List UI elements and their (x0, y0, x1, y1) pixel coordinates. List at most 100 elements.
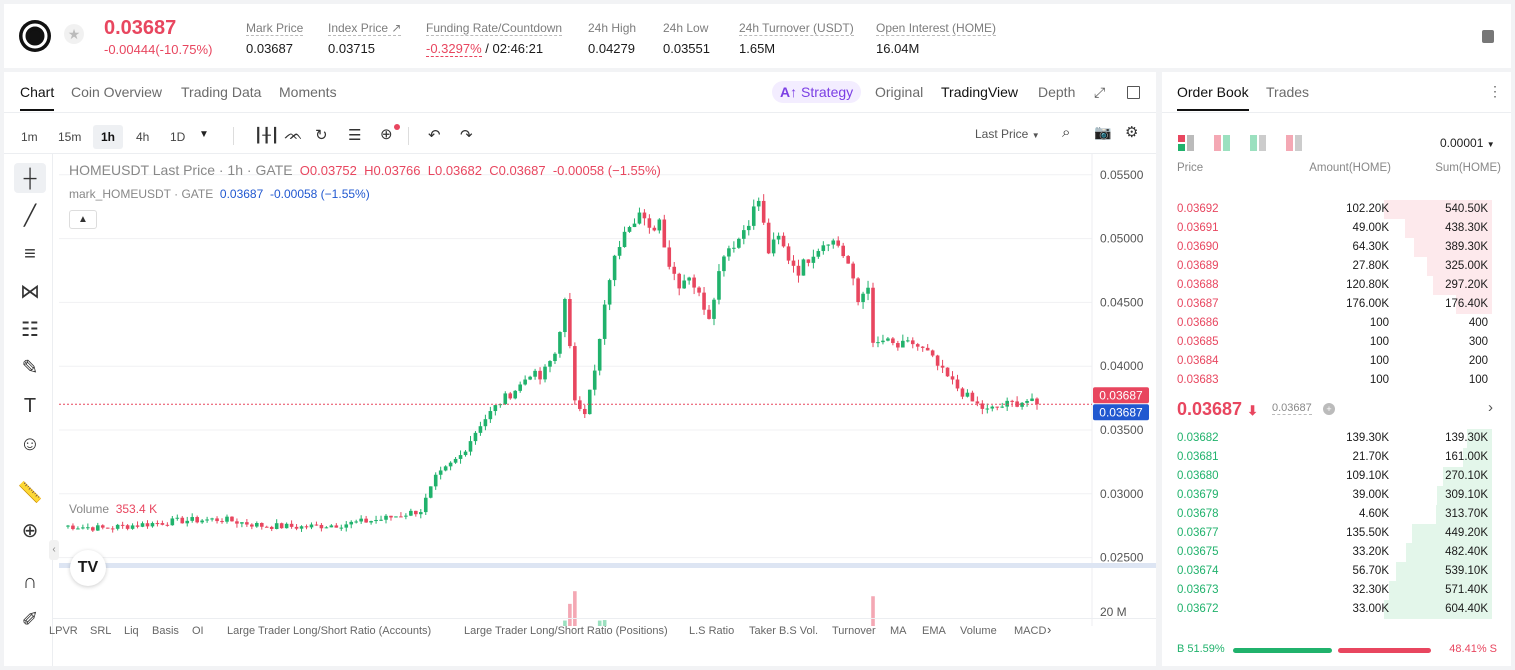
ask-row[interactable]: 0.03688 120.80K 297.20K (1162, 276, 1502, 295)
ruler-tool-icon[interactable]: 📏 (17, 482, 43, 504)
bid-row[interactable]: 0.03679 39.00K 309.10K (1162, 486, 1502, 505)
window-icon[interactable] (1127, 86, 1140, 99)
depth-bar (1443, 467, 1492, 486)
info-icon[interactable]: + (1323, 403, 1335, 415)
tab-coin-overview[interactable]: Coin Overview (71, 84, 163, 100)
timeframe-dropdown-icon[interactable]: ▼ (199, 129, 209, 140)
indicator-lpvr[interactable]: LPVR (49, 625, 78, 637)
bid-row[interactable]: 0.03677 135.50K 449.20K (1162, 524, 1502, 543)
layout-both-icon[interactable] (1178, 135, 1194, 151)
ask-row[interactable]: 0.03684 100 200 (1162, 352, 1502, 371)
indicator-ltlsr-positions[interactable]: Large Trader Long/Short Ratio (Positions… (464, 625, 668, 637)
layout-mixed-icon[interactable] (1214, 135, 1230, 151)
collapse-legend-icon[interactable]: ▲ (69, 210, 97, 229)
ask-row[interactable]: 0.03683 100 100 (1162, 371, 1502, 390)
bid-row[interactable]: 0.03675 33.20K 482.40K (1162, 543, 1502, 562)
price-type-select[interactable]: Last Price ▼ (975, 127, 1040, 141)
layout-asks-icon[interactable] (1286, 135, 1302, 151)
candle-body (284, 523, 289, 529)
fib-tool-icon[interactable]: ☷ (21, 319, 39, 341)
ask-price: 0.03688 (1177, 279, 1219, 291)
emoji-tool-icon[interactable]: ☺ (19, 433, 41, 455)
tab-trading-data[interactable]: Trading Data (181, 84, 262, 100)
trendline-tool-icon[interactable]: ╱ (23, 205, 37, 227)
collapse-toolbar-icon[interactable]: ‹ (49, 540, 59, 560)
timeframe-1m[interactable]: 1m (21, 130, 38, 144)
magnet-tool-icon[interactable]: ∩ (22, 571, 38, 593)
indicator-ltlsr-accounts[interactable]: Large Trader Long/Short Ratio (Accounts) (227, 625, 432, 637)
indicator-taker-bs-vol[interactable]: Taker B.S Vol. (749, 625, 819, 637)
indicator-liq[interactable]: Liq (124, 625, 139, 637)
text-tool-icon[interactable]: T (23, 395, 37, 417)
favorite-star-icon[interactable]: ★ (64, 24, 84, 44)
y-tick-label: 0.04500 (1100, 295, 1144, 309)
index-price-stat[interactable]: Index Price ↗ 0.03715 (328, 21, 402, 56)
ask-row[interactable]: 0.03692 102.20K 540.50K (1162, 200, 1502, 219)
timeframe-1h[interactable]: 1h (93, 125, 124, 149)
tab-order-book[interactable]: Order Book (1177, 84, 1249, 111)
timeframe-15m[interactable]: 15m (58, 130, 82, 144)
tab-trades[interactable]: Trades (1266, 84, 1310, 100)
ask-row[interactable]: 0.03691 49.00K 438.30K (1162, 219, 1502, 238)
bid-sum: 270.10K (1445, 470, 1488, 482)
bid-row[interactable]: 0.03673 32.30K 571.40K (1162, 581, 1502, 600)
indicator-volume[interactable]: Volume (960, 625, 997, 637)
view-tradingview[interactable]: TradingView (941, 84, 1019, 100)
brush-tool-icon[interactable]: ✎ (21, 357, 39, 379)
indicators-icon[interactable]: ᨏ (284, 126, 303, 143)
crosshair-tool-icon[interactable]: ┼ (14, 163, 46, 193)
candle-body (389, 515, 393, 518)
ask-row[interactable]: 0.03685 100 300 (1162, 333, 1502, 352)
strategy-button[interactable]: A↑ Strategy (772, 81, 862, 103)
precision-select[interactable]: 0.00001 ▼ (1440, 136, 1495, 150)
camera-icon[interactable]: 📷 (1094, 124, 1112, 140)
tab-moments[interactable]: Moments (279, 84, 337, 100)
undo-icon[interactable]: ↶ (428, 127, 441, 144)
indicator-macd[interactable]: MACD (1014, 625, 1047, 637)
indicator-ma[interactable]: MA (890, 625, 907, 637)
redo-icon[interactable]: ↷ (460, 127, 473, 144)
expand-icon[interactable]: ⤢ (1094, 84, 1106, 100)
more-options-icon[interactable]: ⋮ (1488, 83, 1502, 99)
candle-type-icon[interactable]: ┃╂┃ (254, 127, 280, 143)
horizontal-lines-tool-icon[interactable]: ≡ (24, 243, 36, 265)
price-chart[interactable]: 0.05500 0.05000 0.04500 0.04000 0.03500 0.030… (59, 154, 1156, 626)
candle-body (891, 338, 895, 344)
indicator-basis[interactable]: Basis (152, 625, 179, 637)
search-icon[interactable]: ⌕ (1062, 124, 1071, 141)
template-icon[interactable]: ☰ (348, 127, 362, 144)
bid-row[interactable]: 0.03678 4.60K 313.70K (1162, 505, 1502, 524)
bid-row[interactable]: 0.03682 139.30K 139.30K (1162, 429, 1502, 448)
timeframe-1d[interactable]: 1D (170, 130, 186, 144)
ask-row[interactable]: 0.03687 176.00K 176.40K (1162, 295, 1502, 314)
tradingview-logo-icon[interactable]: TV (70, 550, 106, 586)
ask-row[interactable]: 0.03690 64.30K 389.30K (1162, 238, 1502, 257)
pattern-tool-icon[interactable]: ⋈ (20, 281, 40, 303)
view-original[interactable]: Original (875, 84, 924, 100)
add-indicator-icon[interactable]: ⊕ (380, 124, 400, 143)
indicator-ls-ratio[interactable]: L.S Ratio (689, 625, 735, 637)
settings-gear-icon[interactable]: ⚙ (1125, 124, 1139, 141)
zoom-in-tool-icon[interactable]: ⊕ (21, 520, 39, 542)
timeframe-4h[interactable]: 4h (136, 130, 150, 144)
bid-row[interactable]: 0.03680 109.10K 270.10K (1162, 467, 1502, 486)
indicator-oi[interactable]: OI (192, 625, 204, 637)
chevron-right-icon[interactable]: › (1488, 399, 1493, 416)
ask-row[interactable]: 0.03689 27.80K 325.00K (1162, 257, 1502, 276)
indicator-turnover[interactable]: Turnover (832, 625, 876, 637)
replay-icon[interactable]: ↻ (315, 127, 328, 144)
bid-row[interactable]: 0.03674 56.70K 539.10K (1162, 562, 1502, 581)
indicator-srl[interactable]: SRL (90, 625, 112, 637)
ask-row[interactable]: 0.03686 100 400 (1162, 314, 1502, 333)
layout-bids-icon[interactable] (1250, 135, 1266, 151)
indicator-ema[interactable]: EMA (922, 625, 946, 637)
chevron-down-icon: ▼ (1486, 140, 1495, 149)
pencil-lock-tool-icon[interactable]: ✐ (21, 609, 39, 631)
tab-chart[interactable]: Chart (20, 84, 55, 111)
bid-row[interactable]: 0.03672 33.00K 604.40K (1162, 600, 1502, 619)
book-guide-icon[interactable] (1482, 30, 1494, 43)
indicators-scroll-right-icon[interactable]: › (1047, 622, 1052, 637)
bid-row[interactable]: 0.03681 21.70K 161.00K (1162, 448, 1502, 467)
view-depth[interactable]: Depth (1038, 84, 1076, 100)
orderbook-panel: Order Book Trades ⋮ 0.00001 ▼ Price Amou… (1162, 72, 1511, 666)
